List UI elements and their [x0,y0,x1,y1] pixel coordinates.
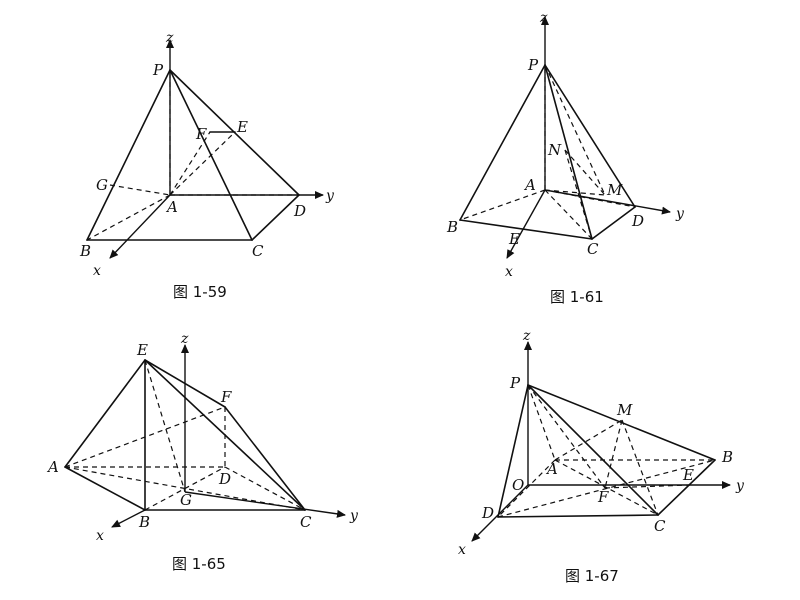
segment-GA [109,184,171,196]
axis-label-z: z [539,10,548,26]
edge-PB [527,384,716,461]
figure-1-65: E F A D G B C z y x 图 1-65 [46,331,359,573]
caption-1-65: 图 1-65 [172,555,226,573]
label-D: D [481,504,494,522]
axis-label-z: z [180,331,189,347]
caption-1-67: 图 1-67 [565,567,619,585]
segment-PM [544,64,606,196]
edge-AD [497,459,556,518]
label-O: O [512,476,524,494]
label-A: A [165,198,178,216]
label-C: C [587,240,599,258]
x-axis [109,194,171,259]
label-B: B [721,448,733,466]
x-axis [111,509,146,528]
label-N: N [547,141,562,159]
label-G: G [180,491,192,509]
segment-AE [169,131,236,196]
label-A: A [523,176,536,194]
label-M: M [606,181,623,199]
axis-label-z: z [165,30,174,46]
axis-label-y: y [325,188,335,204]
axis-label-y: y [349,508,359,524]
caption-1-61: 图 1-61 [550,288,604,306]
label-M: M [616,401,633,419]
edge-PB [459,64,546,221]
edge-AB [64,466,146,511]
label-E: E [682,466,694,484]
segment-BD [144,466,226,511]
label-D: D [631,212,644,230]
label-B: B [138,513,150,531]
caption-1-59: 图 1-59 [173,283,227,301]
label-F: F [195,125,207,143]
label-A: A [46,458,59,476]
axis-label-x: x [96,528,104,544]
figure-1-59: P F E G A D B C z y x 图 1-59 [79,30,335,301]
figure-1-61: P N A M B D E C z y x 图 1-61 [446,10,685,306]
axis-label-x: x [93,263,101,279]
x-axis [506,189,546,259]
label-D: D [218,470,231,488]
edge-FC [224,406,306,511]
label-F: F [220,388,232,406]
segment-MF [604,419,623,489]
edge-AC [544,189,593,240]
label-F: F [597,488,609,506]
edge-AE [64,359,146,468]
label-B: B [79,242,91,260]
axis-label-z: z [522,328,531,344]
edge-EF [144,359,226,408]
segment-NC [564,149,593,240]
edge-BC [459,219,593,240]
axis-label-x: x [458,542,466,558]
label-G: G [96,176,108,194]
label-C: C [300,513,312,531]
axis-label-y: y [735,478,745,494]
label-C: C [654,517,666,535]
axis-label-x: x [505,264,513,280]
label-D: D [293,202,306,220]
edge-PD [544,64,636,208]
label-B: B [446,218,458,236]
axis-label-y: y [675,206,685,222]
y-axis [184,491,346,518]
label-A: A [545,460,558,478]
edge-AB [459,189,546,221]
edge-PA [527,384,556,461]
edge-PC [169,69,253,241]
edge-CB [657,459,716,516]
edge-AB [86,194,171,241]
label-P: P [152,61,164,79]
label-E: E [136,341,148,359]
edge-PD [497,384,529,518]
edge-EC [144,359,306,511]
label-E: E [236,118,248,136]
edge-AD [544,189,636,208]
edge-DC [224,466,306,511]
segment-PF [527,384,606,489]
segment-NM [564,149,606,196]
x-axis [471,484,529,542]
segment-EG [144,359,186,493]
label-E: E [508,230,520,248]
label-P: P [527,56,539,74]
label-C: C [252,242,264,260]
edge-CD [591,206,636,240]
edge-PB [86,69,171,241]
segment-AF [169,131,211,196]
edge-PC [544,64,593,240]
figure-1-67: P M A B O F E D C z y x 图 1-67 [458,328,745,585]
edge-PC [527,384,659,516]
edge-CD [251,194,300,241]
edge-DC [497,514,659,518]
segment-AM [544,189,606,196]
segment-MC [621,419,659,516]
segment-AM [554,419,623,461]
label-P: P [509,374,521,392]
